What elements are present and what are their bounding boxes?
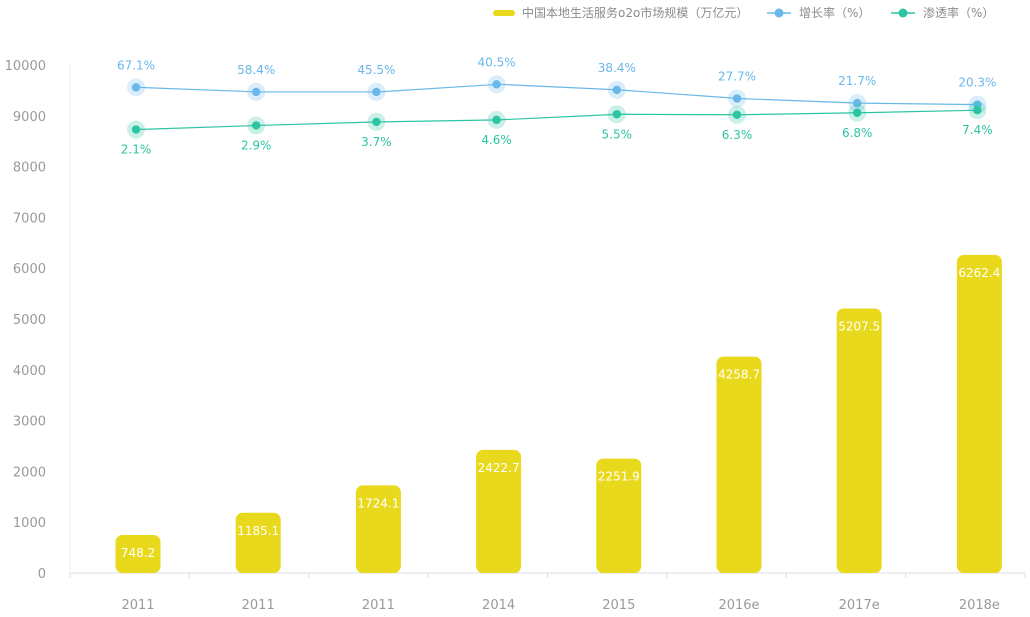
bar[interactable] (836, 308, 882, 573)
legend[interactable]: 中国本地生活服务o2o市场规模（万亿元） 增长率（%） 渗透率（%） (493, 5, 994, 20)
x-tick-label: 2017e (839, 598, 880, 613)
growth-rate-point[interactable] (372, 87, 381, 97)
growth-rate-data-label: 58.4% (237, 63, 275, 77)
bar-data-label: 4258.7 (718, 368, 760, 382)
growth-rate-data-label: 27.7% (718, 70, 756, 84)
growth-rate-point[interactable] (252, 87, 261, 97)
legend-item-growth-rate[interactable]: 增长率（%） (767, 5, 870, 20)
growth-rate-data-label: 45.5% (357, 63, 395, 77)
penetration-rate-point[interactable] (732, 110, 742, 119)
y-tick-label: 6000 (13, 262, 46, 277)
bar-data-label: 1185.1 (237, 524, 279, 538)
growth-rate-point[interactable] (853, 98, 862, 108)
legend-dot-penetration-rate (898, 8, 908, 18)
line-series: 67.1% 58.4% 45.5% 40.5% 38.4% 27.7% 21.7% 20.3%… (117, 55, 997, 156)
penetration-rate-point[interactable] (372, 117, 381, 127)
legend-label-penetration-rate: 渗透率（%） (923, 5, 994, 20)
x-tick-label: 2011 (121, 598, 154, 613)
x-tick-label: 2018e (959, 598, 1000, 613)
growth-rate-point[interactable] (612, 85, 621, 95)
penetration-rate-point[interactable] (131, 125, 141, 134)
y-tick-label: 3000 (13, 415, 46, 430)
legend-item-market-size[interactable]: 中国本地生活服务o2o市场规模（万亿元） (493, 5, 748, 20)
penetration-rate-data-label: 3.7% (361, 135, 392, 149)
x-tick-label: 2014 (482, 598, 515, 613)
penetration-rate-point[interactable] (973, 106, 982, 115)
x-tick-label: 2015 (602, 598, 635, 613)
penetration-rate-data-label: 7.4% (962, 123, 993, 137)
penetration-rate-point[interactable] (492, 115, 501, 125)
y-tick-label: 2000 (13, 465, 46, 480)
penetration-rate-data-label: 2.9% (241, 138, 272, 152)
penetration-rate-data-label: 5.5% (602, 127, 633, 141)
bar[interactable] (355, 485, 401, 573)
y-tick-label: 5000 (13, 313, 46, 328)
growth-rate-point[interactable] (131, 83, 141, 92)
bar[interactable] (115, 534, 161, 573)
y-tick-label: 4000 (13, 364, 46, 379)
bar-data-label: 748.2 (121, 546, 155, 560)
growth-rate-data-label: 67.1% (117, 58, 155, 72)
penetration-rate-data-label: 4.6% (481, 133, 512, 147)
legend-label-growth-rate: 增长率（%） (799, 5, 870, 20)
bar-data-label: 5207.5 (838, 319, 880, 333)
y-tick-label: 0 (38, 567, 46, 582)
legend-dot-growth-rate (774, 8, 784, 18)
y-tick-label: 10000 (5, 59, 46, 74)
growth-rate-data-label: 21.7% (838, 74, 876, 88)
growth-rate-line (137, 83, 980, 106)
y-tick-label: 8000 (13, 161, 46, 176)
penetration-rate-data-label: 6.8% (842, 126, 873, 140)
y-tick-label: 7000 (13, 211, 46, 226)
bar-series: 748.2 1185.1 1724.1 2422.7 2251.9 4258.7 5207.… (115, 254, 1002, 573)
x-tick-label: 2016e (718, 598, 759, 613)
bar[interactable] (235, 512, 281, 573)
penetration-rate-data-label: 6.3% (722, 128, 753, 142)
bar-data-label: 1724.1 (357, 496, 399, 510)
x-tick-label: 2011 (362, 598, 395, 613)
penetration-rate-data-label: 2.1% (121, 143, 152, 157)
penetration-rate-point[interactable] (252, 121, 261, 130)
penetration-rate-point[interactable] (853, 108, 862, 117)
penetration-rate-point[interactable] (612, 110, 621, 119)
bar-data-label: 2422.7 (478, 461, 520, 475)
growth-rate-data-label: 40.5% (478, 55, 516, 69)
x-tick-label: 2011 (242, 598, 275, 613)
growth-rate-data-label: 20.3% (958, 76, 996, 90)
growth-rate-point[interactable] (492, 80, 501, 89)
legend-label-market-size: 中国本地生活服务o2o市场规模（万亿元） (522, 5, 748, 20)
bar[interactable] (716, 356, 762, 573)
legend-item-penetration-rate[interactable]: 渗透率（%） (891, 5, 994, 20)
bar-data-label: 6262.4 (958, 266, 1000, 280)
bar-data-label: 2251.9 (598, 470, 640, 484)
y-tick-label: 9000 (13, 110, 46, 125)
bar[interactable] (596, 458, 642, 573)
y-tick-label: 1000 (13, 516, 46, 531)
axes: 0 1000 2000 3000 4000 5000 6000 7000 8000 9000 100… (5, 59, 1026, 613)
growth-rate-data-label: 38.4% (598, 61, 636, 75)
growth-rate-point[interactable] (732, 94, 742, 103)
bar[interactable] (476, 449, 522, 573)
legend-swatch-market-size (493, 10, 515, 16)
penetration-rate-line (137, 109, 980, 131)
bar[interactable] (956, 254, 1002, 573)
